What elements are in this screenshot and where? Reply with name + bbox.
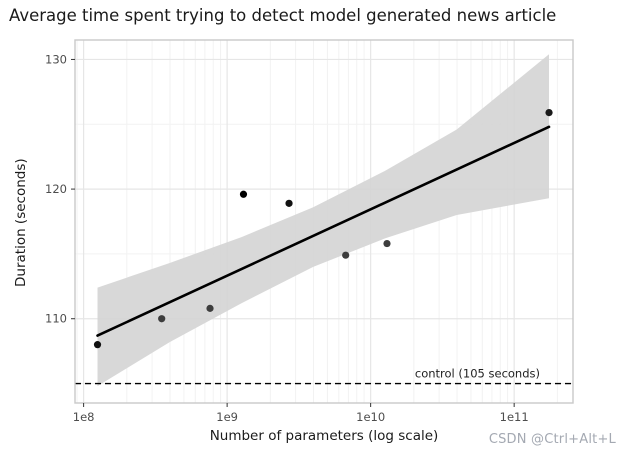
control-label: control (105 seconds) [415,367,540,381]
panel-border [74,39,574,404]
x-tick-label: 1e10 [356,410,385,424]
x-tick-label: 1e8 [73,410,95,424]
chart-title: Average time spent trying to detect mode… [9,6,557,25]
watermark: CSDN @Ctrl+Alt+L [488,432,616,447]
data-point [285,199,293,207]
data-point [239,190,248,198]
confidence-band [97,54,549,387]
x-axis-label: Number of parameters (log scale) [209,428,439,444]
x-tick-label: 1e9 [216,410,238,424]
regression-line [96,125,551,337]
y-tick-label: 130 [45,52,67,66]
data-point [383,239,391,248]
x-tick-label: 1e11 [500,410,529,424]
data-point [545,109,553,117]
y-tick-label: 110 [45,312,67,326]
data-point [342,251,350,259]
y-tick-label: 120 [45,182,67,196]
data-point [206,304,214,312]
data-point [158,315,166,323]
data-point [93,341,102,349]
